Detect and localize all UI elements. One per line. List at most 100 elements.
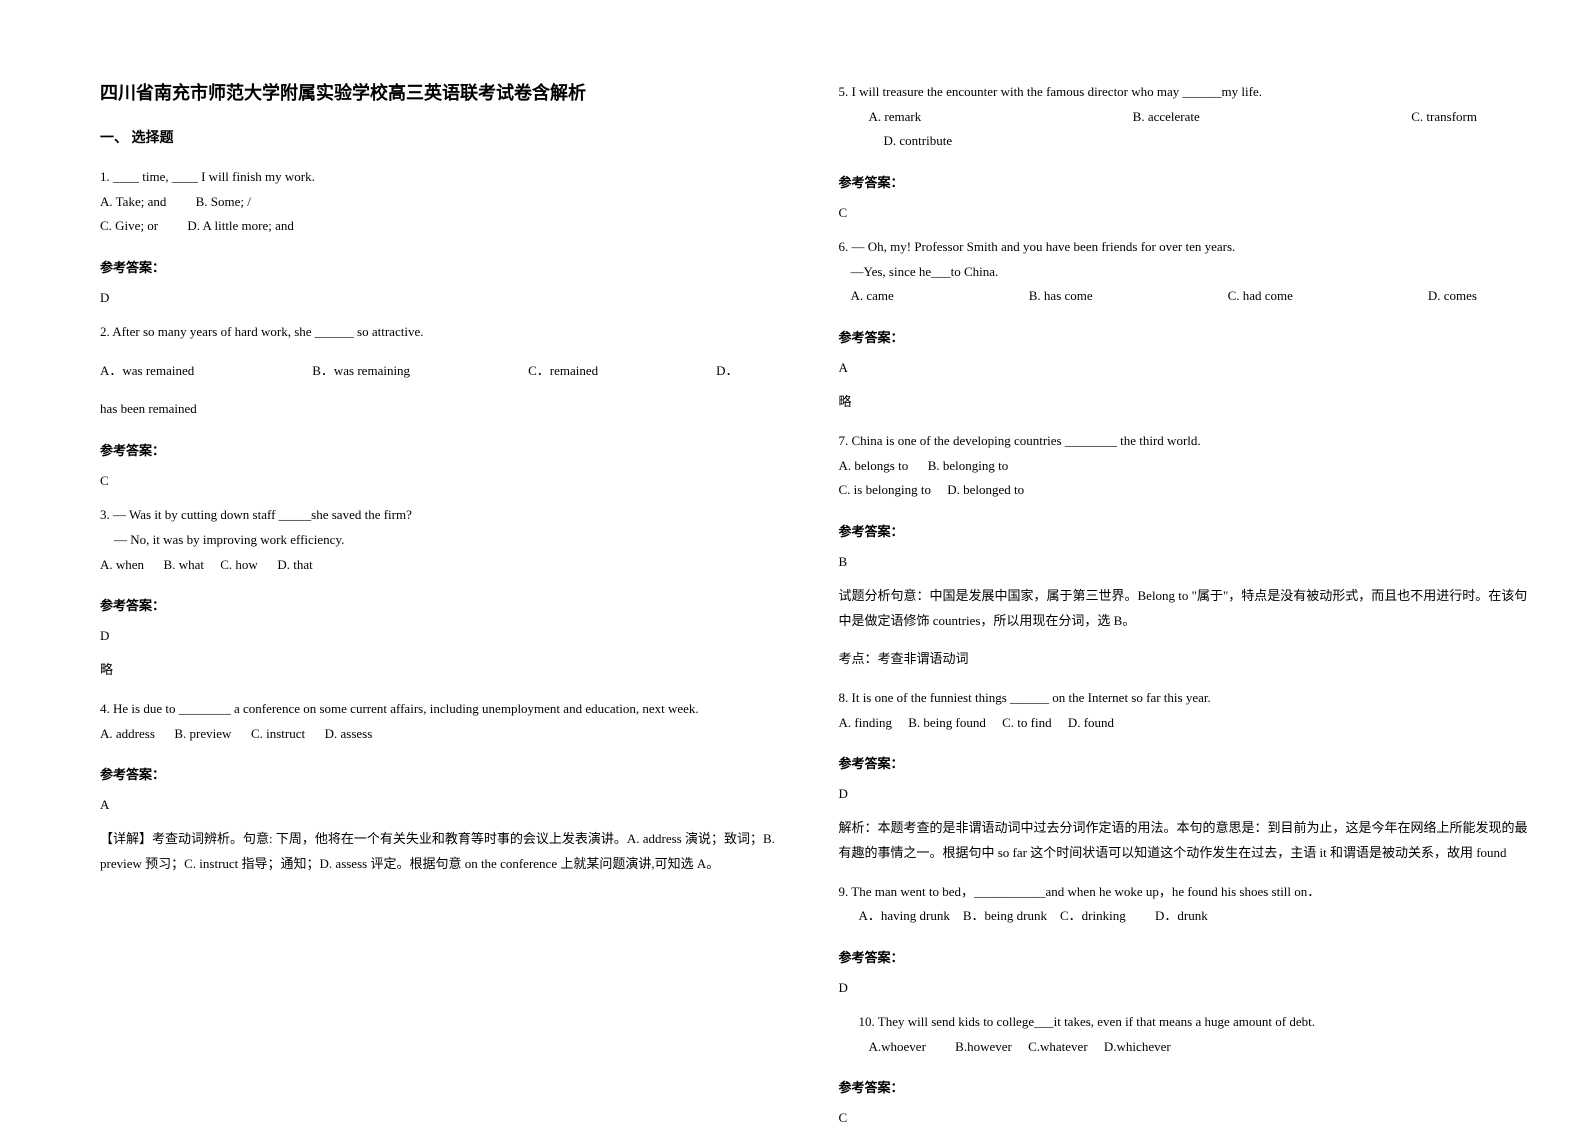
- option-c: C. how: [220, 557, 258, 572]
- answer-label: 参考答案：: [100, 440, 779, 459]
- option-d: D.whichever: [1104, 1039, 1171, 1054]
- question-2: 2. After so many years of hard work, she…: [100, 320, 779, 345]
- option-b: B．was remaining: [312, 359, 410, 384]
- question-options: A. Take; and B. Some; /: [100, 190, 779, 215]
- explanation: 【详解】考查动词辨析。句意: 下周，他将在一个有关失业和教育等时事的会议上发表演…: [100, 827, 779, 876]
- question-options: A.whoever B.however C.whatever D.whichev…: [839, 1035, 1538, 1060]
- option-c: C. transform: [1411, 105, 1477, 130]
- option-a: A. when: [100, 557, 144, 572]
- question-options: A. finding B. being found C. to find D. …: [839, 711, 1538, 736]
- question-8: 8. It is one of the funniest things ____…: [839, 686, 1538, 735]
- option-d: D. A little more; and: [187, 218, 294, 233]
- question-7: 7. China is one of the developing countr…: [839, 429, 1538, 503]
- question-options: A. belongs to B. belonging to: [839, 454, 1538, 479]
- option-c: C．drinking: [1060, 908, 1126, 923]
- question-9: 9. The man went to bed，___________and wh…: [839, 880, 1538, 929]
- option-b: B．being drunk: [963, 908, 1047, 923]
- option-b: B. belonging to: [928, 458, 1009, 473]
- answer-label: 参考答案：: [839, 172, 1538, 191]
- option-b: B. being found: [908, 715, 986, 730]
- explanation: 略: [839, 390, 1538, 415]
- answer-value: D: [100, 290, 779, 306]
- option-a: A. Take; and: [100, 194, 166, 209]
- question-text: 1. ____ time, ____ I will finish my work…: [100, 165, 779, 190]
- question-text: 7. China is one of the developing countr…: [839, 429, 1538, 454]
- right-column: 5. I will treasure the encounter with th…: [819, 80, 1538, 1082]
- option-b: B. Some; /: [196, 194, 251, 209]
- answer-label: 参考答案：: [100, 257, 779, 276]
- explanation2: 考点：考查非谓语动词: [839, 647, 1538, 672]
- option-a: A.whoever: [869, 1039, 926, 1054]
- question-options: C. Give; or D. A little more; and: [100, 214, 779, 239]
- option-b: B. preview: [174, 726, 231, 741]
- question-10: 10. They will send kids to college___it …: [839, 1010, 1538, 1059]
- option-b: B. what: [164, 557, 204, 572]
- answer-value: B: [839, 554, 1538, 570]
- answer-label: 参考答案：: [839, 1077, 1538, 1096]
- section-header: 一、 选择题: [100, 127, 779, 147]
- option-c: C. is belonging to: [839, 482, 931, 497]
- option-c: C. to find: [1002, 715, 1051, 730]
- question-4: 4. He is due to ________ a conference on…: [100, 697, 779, 746]
- question-options: A. address B. preview C. instruct D. ass…: [100, 722, 779, 747]
- answer-label: 参考答案：: [100, 595, 779, 614]
- question-text2: —Yes, since he___to China.: [839, 260, 1538, 285]
- option-a: A．was remained: [100, 359, 194, 384]
- option-c: C．remained: [528, 359, 598, 384]
- option-b: B. has come: [1029, 284, 1093, 309]
- question-options: A. came B. has come C. had come D. comes: [839, 284, 1538, 309]
- answer-value: A: [839, 360, 1538, 376]
- answer-value: D: [100, 628, 779, 644]
- answer-label: 参考答案：: [839, 947, 1538, 966]
- left-column: 四川省南充市师范大学附属实验学校高三英语联考试卷含解析 一、 选择题 1. __…: [100, 80, 819, 1082]
- question-options: D. contribute: [839, 129, 1538, 154]
- question-3: 3. — Was it by cutting down staff _____s…: [100, 503, 779, 577]
- explanation: 解析：本题考查的是非谓语动词中过去分词作定语的用法。本句的意思是：到目前为止，这…: [839, 816, 1538, 865]
- explanation: 试题分析句意：中国是发展中国家，属于第三世界。Belong to "属于"，特点…: [839, 584, 1538, 633]
- option-c: C.whatever: [1028, 1039, 1088, 1054]
- option-a: A. belongs to: [839, 458, 909, 473]
- option-c: C. had come: [1228, 284, 1293, 309]
- question-options: A．was remained B．was remaining C．remaine…: [100, 359, 779, 384]
- question-text: 2. After so many years of hard work, she…: [100, 320, 779, 345]
- question-text: 8. It is one of the funniest things ____…: [839, 686, 1538, 711]
- answer-value: C: [839, 205, 1538, 221]
- option-d: D. contribute: [884, 133, 953, 148]
- question-6: 6. — Oh, my! Professor Smith and you hav…: [839, 235, 1538, 309]
- answer-label: 参考答案：: [839, 753, 1538, 772]
- option-a: A. address: [100, 726, 155, 741]
- option-d: D．drunk: [1155, 908, 1208, 923]
- option-d-text: has been remained: [100, 397, 779, 422]
- option-b: B.however: [955, 1039, 1012, 1054]
- answer-value: C: [839, 1110, 1538, 1126]
- question-text2: — No, it was by improving work efficienc…: [100, 528, 779, 553]
- option-d: D. that: [277, 557, 312, 572]
- answer-label: 参考答案：: [839, 327, 1538, 346]
- option-d: D. assess: [325, 726, 373, 741]
- question-options: A．having drunk B．being drunk C．drinking …: [839, 904, 1538, 929]
- answer-value: A: [100, 797, 779, 813]
- option-c: C. instruct: [251, 726, 305, 741]
- answer-label: 参考答案：: [839, 521, 1538, 540]
- question-options: A. when B. what C. how D. that: [100, 553, 779, 578]
- explanation: 略: [100, 658, 779, 683]
- question-options: C. is belonging to D. belonged to: [839, 478, 1538, 503]
- question-text: 5. I will treasure the encounter with th…: [839, 80, 1538, 105]
- question-text: 10. They will send kids to college___it …: [839, 1010, 1538, 1035]
- question-options: A. remark B. accelerate C. transform: [839, 105, 1538, 130]
- option-a: A. finding: [839, 715, 892, 730]
- option-d: D. comes: [1428, 284, 1477, 309]
- option-a: A. remark: [869, 105, 922, 130]
- answer-value: C: [100, 473, 779, 489]
- option-d: D. found: [1068, 715, 1114, 730]
- option-d: D. belonged to: [947, 482, 1024, 497]
- question-1: 1. ____ time, ____ I will finish my work…: [100, 165, 779, 239]
- option-c: C. Give; or: [100, 218, 158, 233]
- answer-label: 参考答案：: [100, 764, 779, 783]
- option-a: A．having drunk: [859, 908, 950, 923]
- document-title: 四川省南充市师范大学附属实验学校高三英语联考试卷含解析: [100, 80, 779, 107]
- question-text: 9. The man went to bed，___________and wh…: [839, 880, 1538, 905]
- question-text: 6. — Oh, my! Professor Smith and you hav…: [839, 235, 1538, 260]
- question-5: 5. I will treasure the encounter with th…: [839, 80, 1538, 154]
- option-b: B. accelerate: [1133, 105, 1200, 130]
